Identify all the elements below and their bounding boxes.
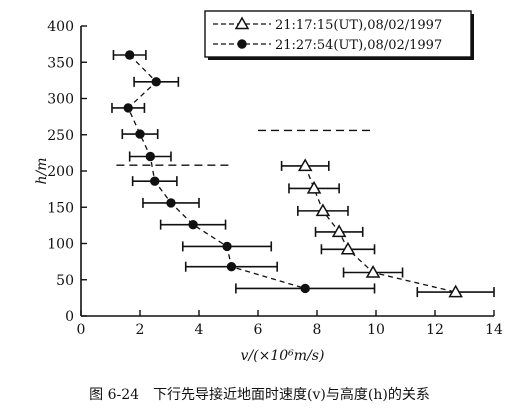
data-point [124, 50, 135, 60]
data-point [145, 151, 156, 162]
legend-marker [237, 39, 247, 49]
data-point [340, 241, 356, 255]
data-point [151, 77, 161, 87]
x-tick-label: 4 [195, 322, 204, 338]
y-tick-label: 50 [56, 273, 74, 289]
x-tick-label: 14 [485, 322, 503, 338]
y-tick-label: 400 [47, 19, 74, 35]
figure-caption: 图 6-24 下行先导接近地面时速度(v)与高度(h)的关系 [0, 384, 519, 404]
series-line [127, 54, 306, 290]
x-tick-label: 2 [136, 322, 145, 338]
x-axis-title: v/(×10⁶m/s) [241, 348, 325, 364]
reference-lines [116, 129, 371, 166]
data-point [222, 241, 232, 252]
y-tick-label: 350 [47, 55, 74, 71]
data-point [166, 198, 176, 208]
data-point [150, 176, 160, 186]
legend-label: 21:17:15(UT),08/02/1997 [275, 18, 442, 33]
x-tick-label: 6 [254, 322, 263, 338]
x-tick-label: 12 [426, 322, 444, 338]
y-tick-label: 300 [47, 92, 74, 108]
y-tick-label: 250 [47, 128, 74, 144]
data-point [365, 264, 381, 278]
data-series [111, 50, 495, 298]
legend-marker [234, 16, 250, 30]
data-point [297, 158, 313, 172]
data-point [300, 283, 310, 294]
y-tick-label: 0 [65, 309, 74, 325]
y-tick-label: 150 [47, 200, 74, 216]
data-point [306, 180, 322, 194]
y-axis-title: h/m [34, 157, 50, 184]
y-tick-label: 100 [47, 237, 74, 253]
data-point [448, 284, 463, 298]
x-tick-label: 8 [313, 322, 322, 338]
caption-number: 图 6-24 [89, 387, 140, 403]
legend-label: 21:27:54(UT),08/02/1997 [275, 38, 442, 53]
caption-text: 下行先导接近地面时速度(v)与高度(h)的关系 [153, 387, 430, 403]
data-point [331, 224, 347, 238]
data-point [226, 262, 237, 272]
legend: 21:17:15(UT),08/02/1997 21:27:54(UT),08/0… [204, 10, 474, 60]
axes: 0 2 4 6 8 10 12 14 0 50 100 150 200 250 300 350 400 v/(×1… [34, 19, 503, 364]
x-tick-label: 10 [367, 322, 385, 338]
y-tick-label: 200 [47, 164, 74, 180]
data-point [123, 103, 133, 113]
x-tick-label: 0 [77, 322, 86, 338]
data-point [135, 129, 145, 139]
legend-box [204, 10, 472, 58]
series-2 [111, 50, 376, 294]
data-point [188, 219, 198, 230]
series-1 [280, 158, 495, 298]
data-point [315, 203, 331, 217]
